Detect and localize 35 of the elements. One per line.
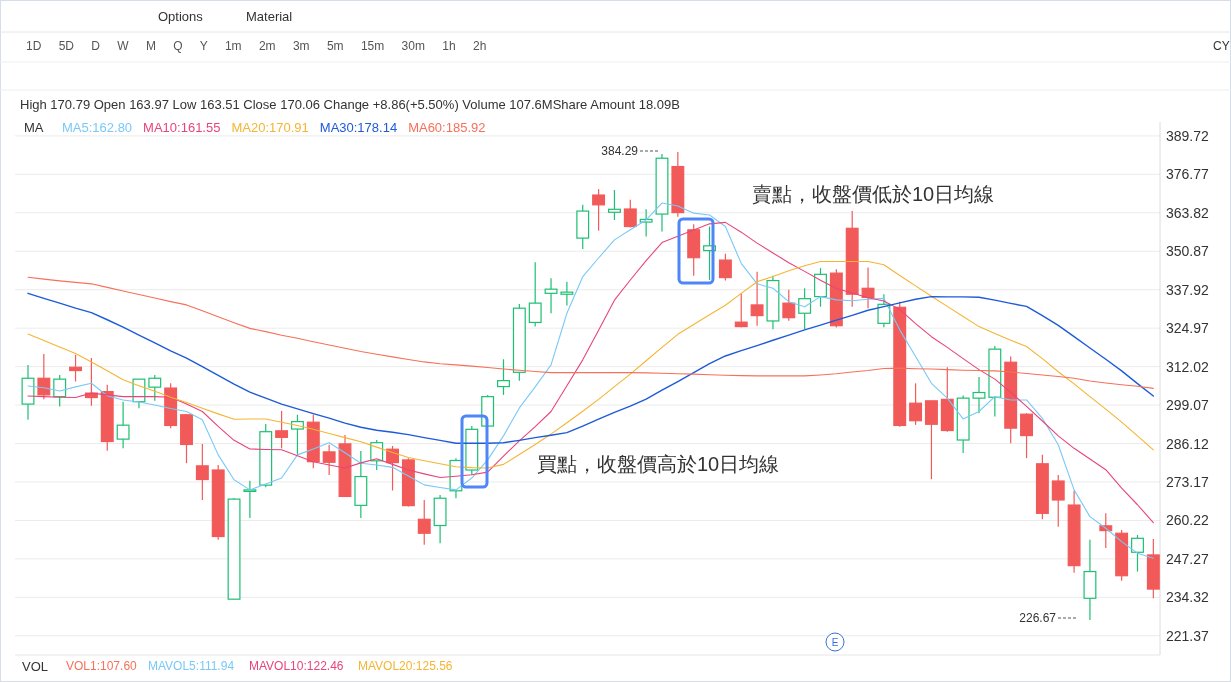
- annotation: 買點，收盤價高於10日均線: [537, 453, 780, 475]
- ytick: 260.22: [1166, 512, 1209, 529]
- ytick: 376.77: [1166, 166, 1209, 183]
- annotation: MAVOL20:125.56: [358, 659, 453, 673]
- ytick: 247.27: [1166, 550, 1209, 567]
- annotation: VOL1:107.60: [66, 659, 137, 673]
- annotation: Options: [158, 8, 203, 24]
- legend-title: MA: [24, 119, 44, 135]
- legend-item: MA5:162.80: [62, 119, 133, 135]
- ytick: 324.97: [1166, 320, 1209, 337]
- annotation: MAVOL10:122.46: [249, 659, 344, 673]
- ytick: 286.12: [1166, 435, 1209, 452]
- annotation: CY: [1213, 39, 1230, 53]
- legend-item: MA10:161.55: [143, 119, 221, 135]
- ytick: 221.37: [1166, 627, 1209, 644]
- annotation: 1D 5D D W M Q Y 1m 2m 3m 5m 15m 30m 1h 2h: [26, 39, 487, 53]
- annotation: MAVOL5:111.94: [148, 659, 235, 673]
- legend-item: MA60:185.92: [408, 119, 486, 135]
- ytick: 389.72: [1166, 127, 1209, 144]
- annotation: E: [831, 636, 839, 648]
- subtitle: High 170.79 Open 163.97 Low 163.51 Close 170.06 Change +8.86(+5.50%) Volume 107.6MShare Amount 18.09B: [20, 96, 680, 112]
- annotation: 384.29: [601, 144, 638, 158]
- ytick: 299.07: [1166, 397, 1209, 414]
- legend-item: MA20:170.91: [231, 119, 309, 135]
- annotation: 226.67: [1019, 611, 1056, 625]
- annotation: VOL: [22, 658, 48, 674]
- legend-item: MA30:178.14: [319, 119, 398, 135]
- ytick: 273.17: [1166, 474, 1209, 490]
- ytick: 363.82: [1166, 204, 1209, 221]
- ytick: 312.02: [1166, 358, 1209, 375]
- ytick: 337.92: [1166, 281, 1209, 298]
- annotation: Material: [246, 8, 293, 24]
- ytick: 350.87: [1166, 243, 1209, 260]
- ytick: 234.32: [1166, 589, 1209, 606]
- annotation: 賣點，收盤價低於10日均線: [752, 183, 995, 205]
